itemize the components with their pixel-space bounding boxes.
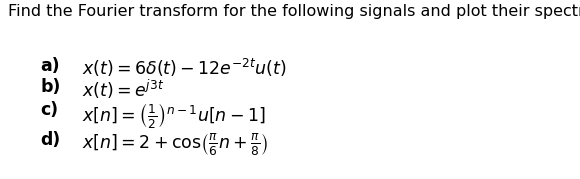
Text: d): d) bbox=[40, 131, 60, 149]
Text: b): b) bbox=[40, 78, 60, 96]
Text: $x(t) = 6\delta(t) - 12e^{-2t}u(t)$: $x(t) = 6\delta(t) - 12e^{-2t}u(t)$ bbox=[82, 57, 287, 79]
Text: $x(t) = e^{j3t}$: $x(t) = e^{j3t}$ bbox=[82, 78, 164, 101]
Text: $x[n] = 2 + \cos\!\left(\frac{\pi}{6}n + \frac{\pi}{8}\right)$: $x[n] = 2 + \cos\!\left(\frac{\pi}{6}n +… bbox=[82, 131, 268, 157]
Text: a): a) bbox=[40, 57, 60, 75]
Text: Find the Fourier transform for the following signals and plot their spectra.: Find the Fourier transform for the follo… bbox=[8, 4, 580, 19]
Text: $x[n] = \left(\frac{1}{2}\right)^{n-1} u[n-1]$: $x[n] = \left(\frac{1}{2}\right)^{n-1} u… bbox=[82, 101, 266, 130]
Text: c): c) bbox=[40, 101, 58, 119]
